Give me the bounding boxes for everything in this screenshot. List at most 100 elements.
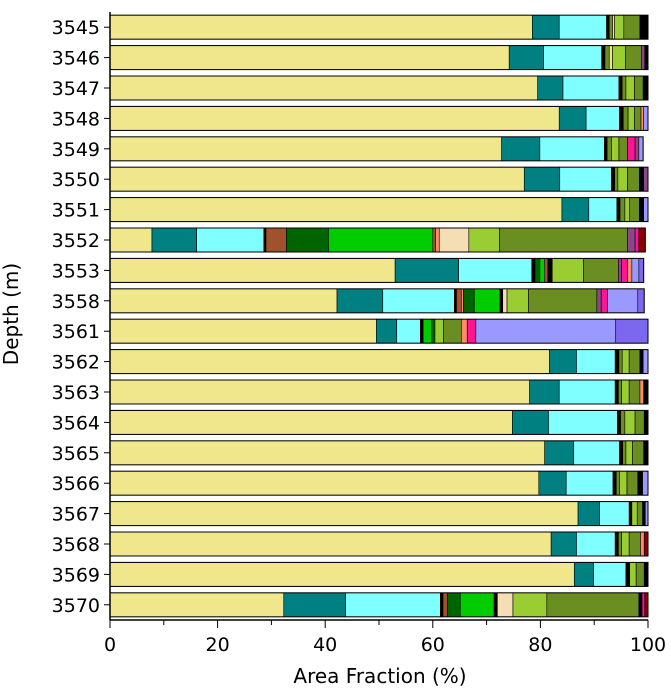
bar-segment	[109, 197, 563, 222]
bar-segment	[643, 197, 649, 222]
bar-segment	[109, 592, 285, 618]
bar-segment	[643, 166, 649, 192]
bar-segment	[454, 288, 457, 314]
bar-segment	[328, 227, 434, 253]
bar-segment	[615, 318, 649, 344]
bar-segment	[612, 45, 626, 70]
bar-segment	[634, 410, 645, 435]
bar-segment	[621, 258, 628, 283]
bar-segment	[618, 379, 622, 405]
bar-3568	[109, 531, 649, 557]
bar-segment	[634, 106, 642, 131]
x-axis-title: Area Fraction (%)	[293, 664, 466, 688]
bar-segment	[539, 136, 605, 162]
bar-segment	[621, 531, 630, 557]
bar-segment	[109, 562, 575, 587]
bar-segment	[475, 318, 617, 344]
axes-layer: 3545 3546 3547 3548 3549 3550 3551 3552 3553 3558…	[52, 12, 666, 656]
bar-segment	[606, 136, 612, 162]
bar-segment	[629, 197, 640, 222]
bar-segment	[620, 410, 626, 435]
bar-segment	[109, 470, 540, 496]
bar-segment	[543, 45, 603, 70]
bar-segment	[151, 227, 197, 253]
y-tick-label: 3561	[52, 321, 100, 343]
bar-segment	[109, 14, 533, 40]
bar-segment	[639, 379, 644, 405]
bar-segment	[109, 166, 525, 192]
bar-3565	[109, 440, 649, 466]
bar-segment	[588, 197, 618, 222]
bar-segment	[573, 440, 620, 466]
bar-segment	[544, 440, 575, 466]
bar-segment	[642, 470, 649, 496]
bar-3547	[109, 75, 649, 101]
bar-segment	[608, 14, 613, 40]
bar-segment	[583, 258, 619, 283]
bar-segment	[539, 258, 545, 283]
bar-segment	[628, 349, 641, 374]
bar-segment	[604, 45, 610, 70]
bar-segment	[628, 531, 641, 557]
bar-segment	[263, 227, 267, 253]
bar-segment	[614, 14, 625, 40]
bar-segment	[593, 562, 627, 587]
bar-segment	[109, 227, 153, 253]
bar-segment	[627, 258, 633, 283]
bar-segment	[639, 197, 644, 222]
bar-segment	[576, 349, 616, 374]
bar-segment	[641, 45, 646, 70]
bar-segment	[639, 166, 644, 192]
bar-segment	[396, 318, 421, 344]
bar-segment	[641, 592, 646, 618]
x-tick-label: 60	[421, 634, 445, 656]
bar-segment	[640, 531, 645, 557]
bar-segment	[643, 531, 649, 557]
bar-segment	[600, 288, 608, 314]
bar-3558	[109, 288, 645, 314]
x-tick-label: 80	[528, 634, 552, 656]
bar-3562	[109, 349, 649, 375]
bar-segment	[456, 288, 462, 314]
bar-segment	[431, 318, 436, 344]
bar-segment	[638, 227, 646, 253]
bar-segment	[109, 258, 396, 283]
bar-segment	[643, 106, 649, 131]
bar-segment	[499, 288, 504, 314]
bar-segment	[639, 14, 649, 40]
bar-3567	[109, 501, 649, 527]
bar-segment	[376, 318, 398, 344]
bar-3549	[109, 136, 644, 162]
bar-segment	[562, 75, 620, 101]
bar-segment	[643, 562, 649, 587]
bar-segment	[447, 592, 461, 618]
y-tick-label: 3546	[52, 48, 100, 70]
y-tick-label: 3569	[52, 564, 100, 586]
bar-segment	[558, 14, 607, 40]
bar-3564	[109, 409, 649, 435]
y-tick-label: 3564	[52, 412, 100, 434]
y-tick-label: 3558	[52, 291, 100, 313]
y-tick-label: 3549	[52, 139, 100, 161]
bar-segment	[625, 45, 642, 70]
y-axis-title: Depth (m)	[0, 263, 23, 365]
bar-segment	[473, 288, 501, 314]
bar-segment	[627, 106, 635, 131]
bar-segment	[265, 227, 287, 253]
bar-segment	[283, 592, 346, 618]
y-tick-label: 3553	[52, 260, 100, 282]
bar-segment	[459, 592, 495, 618]
bar-segment	[531, 258, 536, 283]
bar-segment	[617, 166, 628, 192]
bar-segment	[576, 531, 616, 557]
bar-segment	[461, 288, 464, 314]
bars-layer	[109, 14, 649, 618]
bar-segment	[109, 440, 546, 466]
bar-segment	[634, 227, 640, 253]
bar-segment	[109, 288, 338, 314]
bar-segment	[619, 440, 624, 466]
bar-segment	[618, 531, 622, 557]
y-tick-label: 3550	[52, 169, 100, 191]
x-tick-label: 100	[630, 634, 666, 656]
